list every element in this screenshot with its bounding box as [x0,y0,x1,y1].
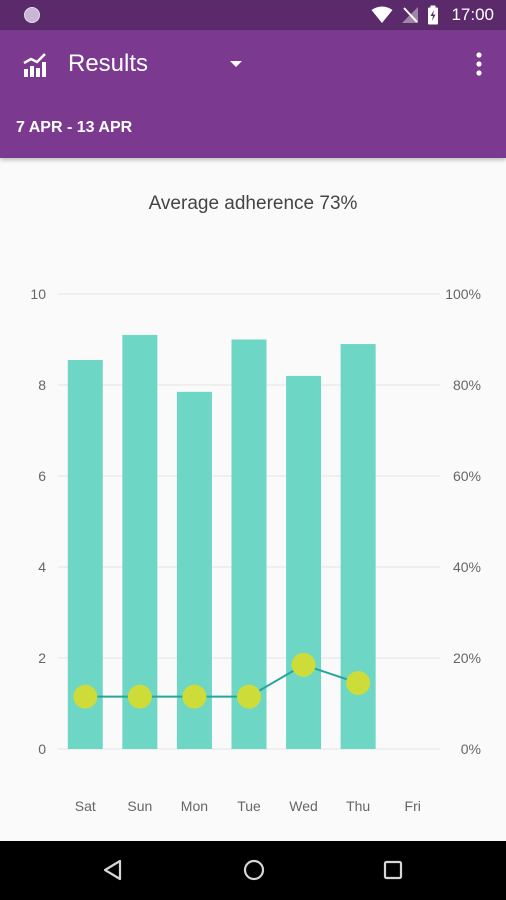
left-axis-tick: 10 [30,286,46,302]
x-axis-label: Sun [127,798,152,814]
recents-icon[interactable] [378,855,408,885]
navigation-bar [0,841,506,900]
x-axis-label: Tue [237,798,261,814]
battery-charging-icon [428,5,439,25]
x-axis-label: Sat [75,798,96,814]
right-axis-tick: 60% [453,468,481,484]
chart-icon [23,53,46,77]
right-axis-tick: 0% [461,741,481,757]
more-vert-icon[interactable] [470,50,488,78]
adherence-point-wed [291,652,316,677]
x-axis-label: Fri [405,798,421,814]
bar-tue [231,339,267,749]
left-axis-tick: 6 [38,468,46,484]
left-axis-tick: 0 [38,741,46,757]
right-axis-tick: 80% [453,377,481,393]
adherence-point-thu [346,671,371,696]
status-bar: 17:00 [0,0,506,30]
x-axis-label: Mon [181,798,208,814]
left-axis-tick: 2 [38,650,46,666]
bar-wed [286,375,322,749]
app-title[interactable]: Results [68,50,149,77]
right-axis-tick: 20% [453,650,481,666]
adherence-point-sun [127,684,152,709]
adherence-point-sat [73,684,98,709]
no-signal-icon [402,7,419,23]
left-axis-tick: 4 [38,559,46,575]
left-axis-tick: 8 [38,377,46,393]
right-axis-tick: 40% [453,559,481,575]
status-time: 17:00 [451,5,494,24]
x-axis-label: Thu [346,798,370,814]
bar-sun [122,334,158,749]
adherence-point-tue [237,684,261,709]
bar-sat [67,359,103,749]
chart-title: Average adherence 73% [148,193,358,214]
back-icon[interactable] [98,855,128,885]
circle-icon [24,7,40,23]
app-bar: Results 7 APR - 13 APR [0,30,506,158]
right-axis-tick: 100% [445,286,481,302]
dropdown-arrow-icon[interactable] [228,56,244,72]
x-axis-label: Wed [289,798,318,814]
adherence-point-mon [182,684,207,709]
home-icon[interactable] [239,855,269,885]
wifi-icon [371,6,393,23]
date-range[interactable]: 7 APR - 13 APR [16,119,133,136]
